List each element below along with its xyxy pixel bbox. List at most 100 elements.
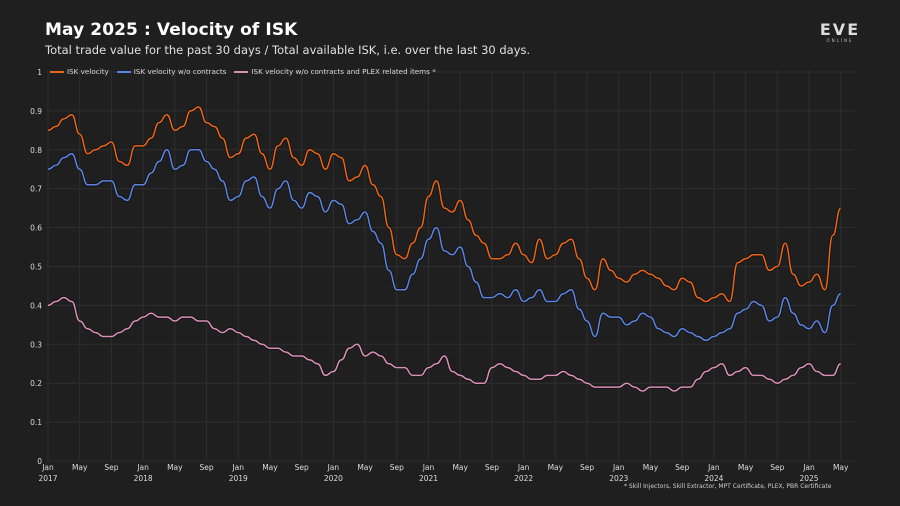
data-point: [119, 332, 120, 333]
x-tick-label: Jan: [41, 463, 54, 472]
data-point: [412, 375, 413, 376]
data-point: [737, 371, 738, 372]
data-point: [808, 328, 809, 329]
y-tick-label: 1: [37, 68, 42, 77]
data-point: [753, 301, 754, 302]
x-tick-label: Sep: [675, 463, 689, 472]
data-point: [71, 153, 72, 154]
data-point: [682, 387, 683, 388]
data-point: [618, 317, 619, 318]
legend-item-isk-velocity-wo-contracts[interactable]: ISK velocity w/o contracts: [116, 67, 227, 76]
data-point: [333, 371, 334, 372]
data-point: [721, 332, 722, 333]
data-point: [539, 379, 540, 380]
x-tick-label: May: [357, 463, 373, 472]
legend-swatch-isk-velocity-wo-contracts: [116, 70, 131, 73]
data-point: [594, 289, 595, 290]
data-point: [650, 317, 651, 318]
data-point: [460, 375, 461, 376]
data-point: [547, 301, 548, 302]
y-tick-label: 0.9: [30, 107, 42, 116]
data-point: [285, 180, 286, 181]
data-point: [388, 363, 389, 364]
data-point: [705, 301, 706, 302]
data-point: [515, 371, 516, 372]
data-point: [721, 293, 722, 294]
x-tick-year-label: 2018: [134, 474, 153, 483]
x-tick-label: May: [833, 463, 849, 472]
data-point: [372, 231, 373, 232]
data-point: [483, 297, 484, 298]
data-point: [214, 328, 215, 329]
data-point: [642, 313, 643, 314]
x-tick-year-label: 2017: [38, 474, 57, 483]
x-tick-label: May: [643, 463, 659, 472]
data-point: [428, 239, 429, 240]
x-tick-label: Sep: [295, 463, 309, 472]
data-point: [785, 297, 786, 298]
data-point: [158, 122, 159, 123]
legend-label: ISK velocity w/o contracts and PLEX rela…: [251, 67, 436, 76]
data-point: [238, 196, 239, 197]
x-tick-label: Sep: [199, 463, 213, 472]
data-point: [357, 344, 358, 345]
data-point: [198, 320, 199, 321]
data-point: [404, 258, 405, 259]
data-point: [491, 297, 492, 298]
data-point: [586, 383, 587, 384]
data-point: [650, 387, 651, 388]
data-point: [206, 122, 207, 123]
data-point: [594, 336, 595, 337]
data-point: [143, 184, 144, 185]
data-point: [135, 320, 136, 321]
data-point: [690, 282, 691, 283]
data-point: [277, 188, 278, 189]
legend-item-isk-velocity[interactable]: ISK velocity: [50, 67, 109, 76]
data-point: [436, 363, 437, 364]
data-point: [301, 355, 302, 356]
data-point: [523, 301, 524, 302]
data-point: [705, 371, 706, 372]
legend: ISK velocity ISK velocity w/o contracts …: [50, 67, 436, 76]
data-point: [341, 359, 342, 360]
y-tick-label: 0.4: [30, 301, 42, 310]
legend-label: ISK velocity w/o contracts: [133, 67, 227, 76]
data-point: [420, 375, 421, 376]
data-point: [55, 301, 56, 302]
data-point: [816, 274, 817, 275]
y-tick-label: 0.3: [30, 340, 42, 349]
data-point: [420, 227, 421, 228]
data-point: [420, 258, 421, 259]
data-point: [293, 200, 294, 201]
data-point: [190, 317, 191, 318]
data-point: [222, 332, 223, 333]
data-point: [793, 313, 794, 314]
data-point: [563, 243, 564, 244]
x-tick-label: May: [167, 463, 183, 472]
data-point: [71, 301, 72, 302]
data-point: [103, 145, 104, 146]
data-point: [79, 134, 80, 135]
data-point: [737, 262, 738, 263]
data-point: [325, 211, 326, 212]
data-point: [404, 367, 405, 368]
data-point: [269, 169, 270, 170]
data-point: [341, 204, 342, 205]
data-point: [317, 363, 318, 364]
data-point: [349, 180, 350, 181]
data-point: [801, 324, 802, 325]
chart-subtitle: Total trade value for the past 30 days /…: [45, 43, 531, 57]
data-point: [47, 130, 48, 131]
data-point: [277, 145, 278, 146]
data-point: [531, 297, 532, 298]
data-point: [499, 363, 500, 364]
data-point: [642, 270, 643, 271]
data-point: [563, 371, 564, 372]
x-tick-label: May: [548, 463, 564, 472]
data-point: [404, 289, 405, 290]
data-point: [816, 371, 817, 372]
y-tick-label: 0.2: [30, 379, 42, 388]
data-point: [230, 328, 231, 329]
data-point: [769, 379, 770, 380]
legend-item-isk-velocity-wo-contracts-plex[interactable]: ISK velocity w/o contracts and PLEX rela…: [234, 67, 436, 76]
